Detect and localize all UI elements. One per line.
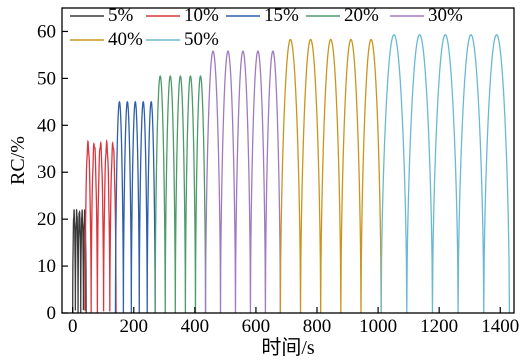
- legend-label: 15%: [264, 5, 299, 26]
- x-tick-label: 1000: [359, 316, 397, 337]
- x-tick-label: 800: [303, 316, 332, 337]
- legend-item-15pct: 15%: [226, 5, 299, 26]
- x-tick-label: 200: [120, 316, 149, 337]
- legend-item-5pct: 5%: [70, 5, 134, 26]
- legend-label: 20%: [344, 5, 379, 26]
- ticks-layer: 0 200 400 600 800 1000 1200 1400 0 10 20 30 40 50 60: [37, 21, 519, 337]
- x-tick-label: 400: [181, 316, 210, 337]
- y-tick-label: 20: [37, 209, 56, 230]
- legend-item-50pct: 50%: [146, 29, 219, 50]
- legend-label: 30%: [428, 5, 463, 26]
- y-tick-label: 40: [37, 115, 56, 136]
- series-line-15pct: [114, 100, 156, 314]
- x-tick-label: 600: [242, 316, 271, 337]
- y-axis-title: RC/%: [7, 136, 29, 185]
- legend-item-10pct: 10%: [146, 5, 219, 26]
- series-line-20pct: [154, 75, 207, 314]
- plot-frame: [61, 7, 515, 314]
- x-axis-title: 时间/s: [261, 336, 315, 359]
- series-line-50pct: [380, 34, 511, 314]
- legend-label: 5%: [108, 5, 134, 26]
- legend-label: 50%: [184, 29, 219, 50]
- y-tick-label: 50: [37, 68, 56, 89]
- legend-item-30pct: 30%: [390, 5, 463, 26]
- x-tick-label: 1400: [481, 316, 519, 337]
- series-line-5pct: [72, 208, 87, 314]
- series-line-40pct: [279, 38, 382, 314]
- y-tick-label: 10: [37, 256, 56, 277]
- legend-label: 40%: [108, 29, 143, 50]
- legend-label: 10%: [184, 5, 219, 26]
- legend: 5% 10% 15% 20% 30% 40% 50%: [70, 5, 463, 50]
- y-tick-label: 60: [37, 21, 56, 42]
- y-tick-label: 0: [47, 303, 57, 324]
- x-tick-label: 0: [68, 316, 78, 337]
- legend-item-40pct: 40%: [70, 29, 143, 50]
- series-line-30pct: [204, 50, 282, 314]
- y-tick-label: 30: [37, 162, 56, 183]
- series-line-10pct: [84, 138, 117, 314]
- x-tick-label: 1200: [420, 316, 458, 337]
- legend-item-20pct: 20%: [306, 5, 379, 26]
- series-layer: [72, 34, 511, 314]
